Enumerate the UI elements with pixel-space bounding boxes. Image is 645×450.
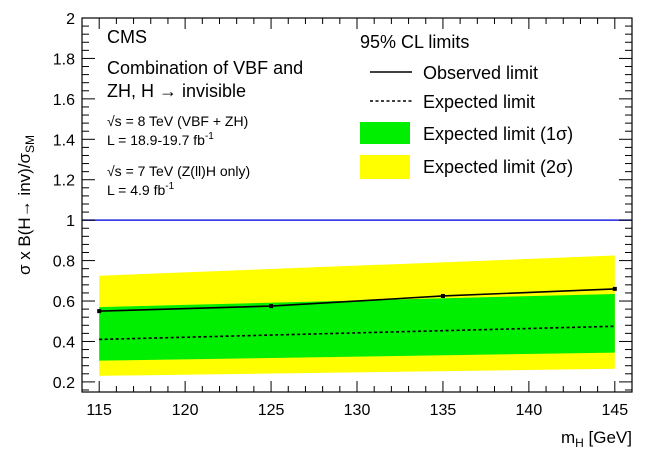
y-tick-label: 0.8 — [53, 254, 75, 271]
y-tick-label: 1.4 — [53, 132, 75, 149]
x-tick-label: 145 — [601, 402, 628, 419]
y-tick-label: 1.2 — [53, 173, 75, 190]
x-tick-label: 130 — [344, 402, 371, 419]
y-tick-label: 2 — [66, 11, 75, 28]
expected-limit-line — [99, 325, 615, 341]
experiment-label: CMS — [107, 27, 147, 47]
lumi-7tev-sup: -1 — [165, 181, 174, 192]
lumi-8tev-sup: -1 — [205, 131, 214, 142]
y-tick-label: 1.6 — [53, 92, 75, 109]
legend-header: 95% CL limits — [360, 32, 469, 52]
y-axis: 0.2 0.4 0.6 0.8 1 1.2 1.4 1.6 1.8 2 — [53, 11, 632, 392]
uncertainty-bands — [99, 255, 615, 376]
y-tick-label: 0.2 — [53, 375, 75, 392]
legend-entry-expected: Expected limit — [423, 92, 535, 112]
lumi-8tev: L = 18.9-19.7 fb-1 — [107, 131, 214, 148]
y-tick-label: 0.4 — [53, 334, 75, 351]
x-axis: 115 120 125 130 135 140 145 — [81, 18, 633, 419]
x-tick-label: 135 — [430, 402, 457, 419]
legend: 95% CL limits Observed limit Expected li… — [360, 32, 573, 179]
observed-limit-line — [99, 288, 615, 312]
annotation-block: CMS Combination of VBF and ZH, H → invis… — [107, 27, 303, 198]
x-axis-label-unit: [GeV] — [584, 428, 632, 447]
legend-swatch-2sigma — [360, 155, 410, 179]
x-axis-label-main: m — [561, 428, 575, 447]
x-tick-label: 125 — [258, 402, 285, 419]
legend-entry-2sigma: Expected limit (2σ) — [423, 157, 573, 177]
x-tick-label: 115 — [86, 402, 112, 419]
x-tick-label: 120 — [172, 402, 199, 419]
y-axis-label-main: σ x B(H→ inv)/σ — [15, 152, 34, 275]
y-tick-label: 1.8 — [53, 51, 75, 68]
energy-7tev: √s = 7 TeV (Z(ll)H only) — [107, 163, 250, 179]
legend-entry-observed: Observed limit — [423, 63, 538, 83]
lumi-7tev: L = 4.9 fb-1 — [107, 181, 175, 198]
y-axis-label-sub: SM — [23, 135, 37, 153]
x-axis-label: mH [GeV] — [561, 428, 632, 450]
lumi-8tev-text: L = 18.9-19.7 fb — [107, 132, 205, 148]
limit-lines — [97, 286, 617, 341]
y-axis-label: σ x B(H→ inv)/σSM — [15, 135, 37, 275]
energy-8tev: √s = 8 TeV (VBF + ZH) — [107, 113, 248, 129]
combination-line-1: Combination of VBF and — [107, 58, 303, 78]
x-axis-label-sub: H — [575, 436, 584, 450]
legend-swatch-1sigma — [360, 122, 410, 144]
observed-point — [440, 293, 445, 298]
y-tick-label: 0.6 — [53, 294, 75, 311]
legend-entry-1sigma: Expected limit (1σ) — [423, 124, 573, 144]
combination-line-2: ZH, H → invisible — [107, 81, 246, 101]
observed-point — [97, 309, 102, 314]
x-tick-label: 140 — [516, 402, 543, 419]
lumi-7tev-text: L = 4.9 fb — [107, 182, 165, 198]
observed-point — [612, 286, 617, 291]
observed-point — [269, 304, 274, 309]
band-1sigma — [99, 293, 615, 361]
y-tick-label: 1 — [66, 213, 75, 230]
